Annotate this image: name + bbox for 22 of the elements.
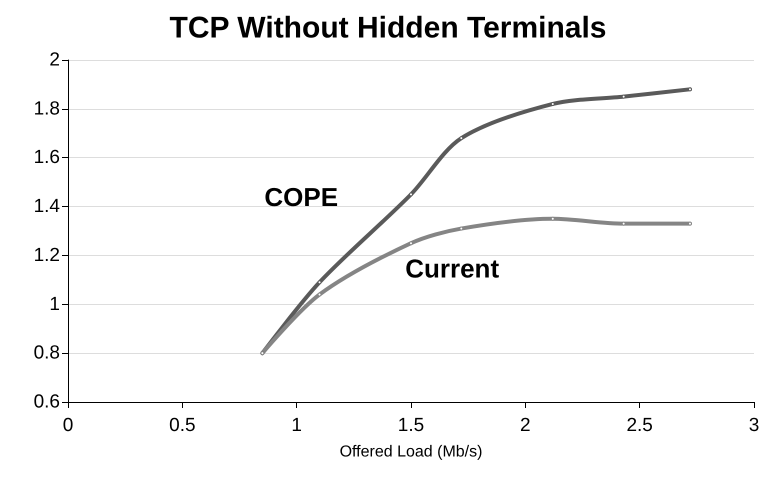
series-label: Current <box>405 254 500 284</box>
point <box>318 280 322 284</box>
x-tick-label: 3 <box>748 415 760 436</box>
y-tick-label: 1.4 <box>34 196 60 218</box>
x-tick-label: 1.5 <box>398 415 424 436</box>
y-tick-label: 1.8 <box>34 98 60 120</box>
x-tick-label: 1 <box>291 415 302 436</box>
y-tick-label: 1.6 <box>34 147 60 168</box>
y-tick-label: 0.8 <box>34 342 60 364</box>
y-tick-label: 0.6 <box>34 392 60 412</box>
y-tick-label: 1 <box>49 294 60 315</box>
x-tick-label: 2.5 <box>626 415 653 436</box>
point <box>409 192 413 196</box>
x-tick-label: 2 <box>520 415 531 436</box>
x-axis-title: Offered Load (Mb/s) <box>340 444 482 460</box>
y-tick-label: 1.2 <box>34 244 60 266</box>
y-tick-label: 2 <box>49 50 60 70</box>
chart-title: TCP Without Hidden Terminals <box>170 12 606 44</box>
point <box>459 136 464 140</box>
series-label: COPE <box>264 182 338 212</box>
x-tick-label: 0.5 <box>169 415 196 436</box>
x-tick-label: 0 <box>62 415 74 436</box>
